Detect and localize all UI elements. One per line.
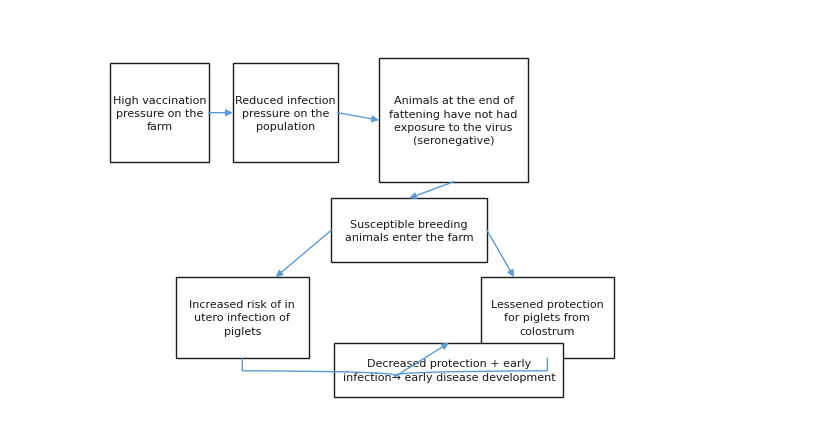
Text: High vaccination
pressure on the
farm: High vaccination pressure on the farm	[112, 95, 206, 132]
FancyBboxPatch shape	[331, 199, 486, 263]
FancyBboxPatch shape	[480, 277, 613, 358]
FancyBboxPatch shape	[175, 277, 309, 358]
Text: Decreased protection + early
infection→ early disease development: Decreased protection + early infection→ …	[342, 359, 554, 382]
FancyBboxPatch shape	[378, 59, 527, 182]
Text: Increased risk of in
utero infection of
piglets: Increased risk of in utero infection of …	[189, 299, 295, 336]
Text: Animals at the end of
fattening have not had
exposure to the virus
(seronegative: Animals at the end of fattening have not…	[389, 96, 517, 146]
Text: Susceptible breeding
animals enter the farm: Susceptible breeding animals enter the f…	[345, 219, 473, 242]
FancyBboxPatch shape	[233, 64, 337, 163]
FancyBboxPatch shape	[334, 343, 563, 397]
Text: Reduced infection
pressure on the
population: Reduced infection pressure on the popula…	[234, 95, 335, 132]
FancyBboxPatch shape	[110, 64, 208, 163]
Text: Lessened protection
for piglets from
colostrum: Lessened protection for piglets from col…	[491, 299, 603, 336]
